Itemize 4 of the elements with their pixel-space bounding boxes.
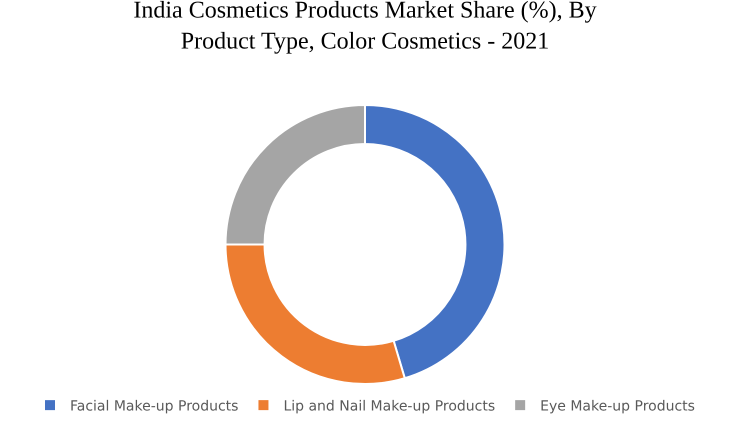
legend-label: Lip and Nail Make-up Products: [283, 398, 496, 415]
chart-title: India Cosmetics Products Market Share (%), By Product Type, Color Cosmetics - 2021: [133, 0, 597, 55]
legend-label: Eye Make-up Products: [540, 398, 695, 415]
legend-label: Facial Make-up Products: [70, 398, 238, 415]
